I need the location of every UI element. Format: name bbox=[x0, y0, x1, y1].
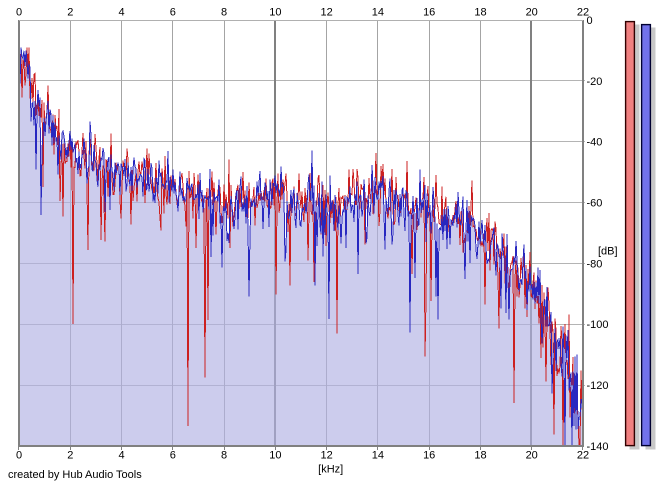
svg-text:-20: -20 bbox=[587, 76, 603, 88]
svg-text:-120: -120 bbox=[587, 380, 609, 392]
svg-text:4: 4 bbox=[118, 450, 124, 462]
svg-text:18: 18 bbox=[474, 450, 486, 462]
svg-text:6: 6 bbox=[170, 7, 176, 19]
svg-text:6: 6 bbox=[170, 450, 176, 462]
svg-text:8: 8 bbox=[221, 7, 227, 19]
svg-text:18: 18 bbox=[474, 7, 486, 19]
svg-text:20: 20 bbox=[526, 450, 538, 462]
svg-text:20: 20 bbox=[526, 7, 538, 19]
svg-text:16: 16 bbox=[423, 450, 435, 462]
svg-text:created by Hub Audio Tools: created by Hub Audio Tools bbox=[8, 469, 142, 481]
svg-text:12: 12 bbox=[320, 7, 332, 19]
svg-text:22: 22 bbox=[577, 7, 589, 19]
svg-text:[kHz]: [kHz] bbox=[318, 464, 343, 476]
svg-text:14: 14 bbox=[372, 7, 384, 19]
svg-text:16: 16 bbox=[423, 7, 435, 19]
svg-text:2: 2 bbox=[67, 450, 73, 462]
svg-text:0: 0 bbox=[587, 15, 593, 27]
svg-text:-60: -60 bbox=[587, 198, 603, 210]
svg-text:-80: -80 bbox=[587, 258, 603, 270]
svg-text:22: 22 bbox=[577, 450, 589, 462]
svg-text:[dB]: [dB] bbox=[598, 246, 618, 258]
svg-text:8: 8 bbox=[221, 450, 227, 462]
svg-text:10: 10 bbox=[269, 7, 281, 19]
svg-text:12: 12 bbox=[320, 450, 332, 462]
svg-text:2: 2 bbox=[67, 7, 73, 19]
svg-text:0: 0 bbox=[16, 450, 22, 462]
svg-text:-100: -100 bbox=[587, 319, 609, 331]
svg-text:10: 10 bbox=[269, 450, 281, 462]
svg-text:0: 0 bbox=[16, 7, 22, 19]
svg-text:4: 4 bbox=[118, 7, 124, 19]
svg-text:14: 14 bbox=[372, 450, 384, 462]
svg-text:-40: -40 bbox=[587, 137, 603, 149]
svg-text:-140: -140 bbox=[587, 441, 609, 453]
